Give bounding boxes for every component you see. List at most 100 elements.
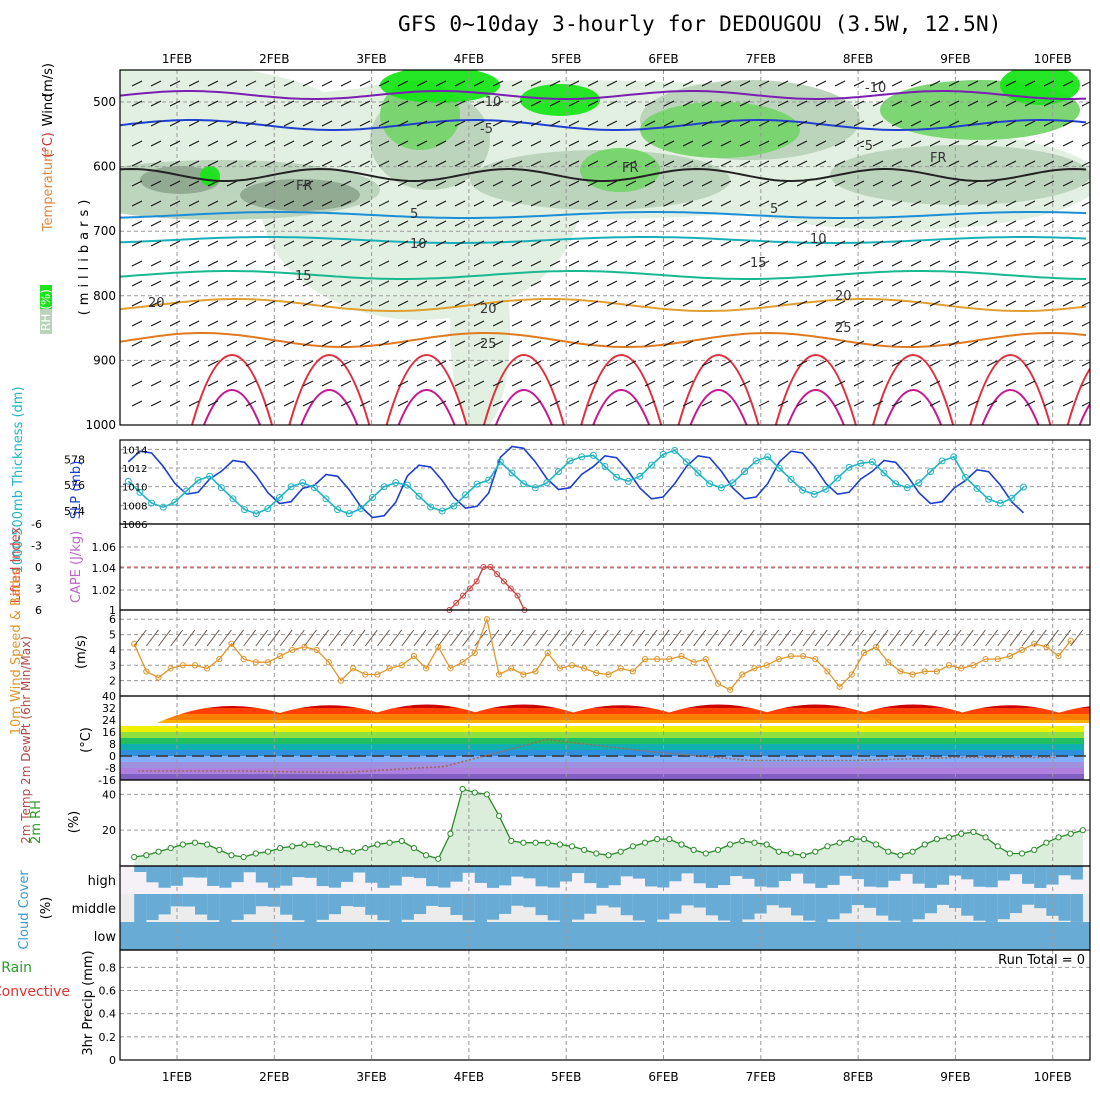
wind-barb [245,320,257,327]
wind-barb [910,220,922,227]
isotherm-label: 5 [410,207,418,222]
wind-barb [188,100,200,107]
wind-barb [663,380,675,387]
li-point [507,585,514,592]
wind-barb [891,280,903,287]
wind-barb [815,320,827,327]
wind-barb [188,140,200,147]
wind-barb [1024,80,1036,87]
wind-barb [720,160,732,167]
sfc-wind-barb [1070,629,1084,647]
wind-barb [796,320,808,327]
wind-barb [1062,300,1074,307]
thickness-line-point [415,492,423,500]
wind-barb [587,220,599,227]
wind-barb [473,260,485,267]
wind-barb [1043,220,1055,227]
wind-barb [530,140,542,147]
warm-arch [580,354,663,425]
wind-barb [435,120,447,127]
wind-barb [1005,160,1017,167]
hump [351,704,502,723]
wind-barb [967,360,979,367]
wind-barb [872,380,884,387]
wind-barb [720,380,732,387]
wind-barb [1024,340,1036,347]
rh-point [800,852,807,859]
thickness-line-point [427,503,435,511]
temp-tick: 32 [102,702,116,715]
rh-point [532,839,539,846]
wind-barb [682,220,694,227]
wind-barb [416,100,428,107]
wind-barb [967,400,979,407]
wind-barb [1005,260,1017,267]
thickness-tick: 576 [64,479,85,492]
cloud-mid-bar [1058,894,1071,921]
cloud-mid-bar [778,894,792,908]
cloud-mid-bar [426,894,439,906]
wind-barb [568,180,580,187]
wind-barb [815,380,827,387]
sfc-wind-barb [960,629,974,647]
wind-barb [777,240,789,247]
wind-barb [758,200,770,207]
pressure-tick: 800 [93,289,116,303]
cloud-mid-bar [267,894,281,907]
hump-band [254,720,405,723]
date-tick-bottom: 1FEB [162,1070,192,1084]
sfc-wind-barb [887,629,901,647]
wind-barb [264,340,276,347]
wind-barb [587,280,599,287]
wind-barb [245,140,257,147]
cloud-high-bar [693,866,706,884]
wind-barb [967,120,979,127]
cloud-mid-bar [632,894,646,921]
wind-barb [454,360,466,367]
wind-barb [1062,320,1074,327]
wind-barb [910,380,922,387]
wind-barb [397,380,409,387]
wind-barb [720,140,732,147]
wind-barb [188,240,200,247]
wind-barb [454,220,466,227]
chart-title: GFS 0~10day 3-hourly for DEDOUGOU (3.5W,… [398,12,1002,36]
wind-barb [948,300,960,307]
warm-arch [288,354,371,425]
temp-band [120,744,1084,750]
temp-tick: -16 [98,774,116,787]
hot-arch [786,389,845,425]
rh-point [252,850,259,857]
rh-tick: 20 [102,824,116,837]
cloud-mid-bar [620,894,633,916]
wind-barb [302,80,314,87]
li-line [448,566,526,611]
wind-barb [606,360,618,367]
wind-barb [131,220,143,227]
rh-point [471,789,478,796]
wind-tick: 5 [109,629,116,642]
wind-barb [682,260,694,267]
wind-barb [207,220,219,227]
wind-barb [777,380,789,387]
wind-barb [1005,300,1017,307]
wind-barb [283,380,295,387]
wind-barb [872,400,884,407]
wind-barb [910,320,922,327]
wind-barb [929,320,941,327]
wind-barb [511,400,523,407]
cloud-mid-bar [304,894,317,922]
wind-barb [587,240,599,247]
sfc-wind-barb [547,629,561,647]
wind-barb [131,120,143,127]
sfc-wind-barb [839,629,853,647]
wind-barb [549,300,561,307]
wind-barb [340,240,352,247]
wind-barb [815,340,827,347]
wind-barb [169,340,181,347]
sfc-wind-barb [1009,629,1023,647]
wind-barb [321,100,333,107]
temp-band [120,774,1084,780]
rh-legend-label: RH (%) [39,289,53,331]
wind-barb [568,120,580,127]
